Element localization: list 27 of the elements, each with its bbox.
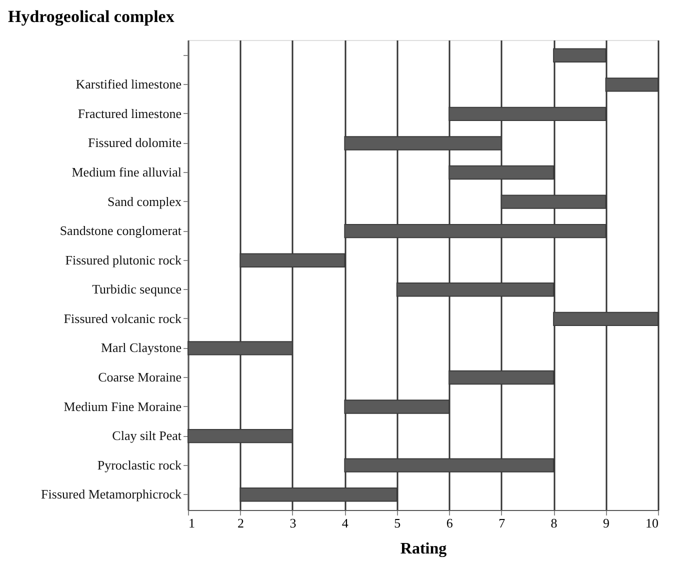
y-tick-label: Marl Claystone [100,340,182,356]
x-tick-label: 10 [646,516,658,530]
x-tick-label: 1 [188,516,195,530]
y-tick-label: Sand complex [107,194,182,209]
y-tick-label: Fissured Metamorphicrock [41,486,182,502]
y-tick-label: Clay silt Peat [112,428,182,444]
x-tick-label: 5 [394,516,401,530]
x-axis-title: Rating [400,540,447,558]
y-tick-label: Turbidic sequnce [92,282,182,297]
y-tick-label: Fissured dolomite [88,135,182,150]
y-tick-label: Fractured limestone [78,106,182,121]
y-tick-label: Coarse Moraine [98,369,182,384]
x-tick-label: 8 [550,516,558,530]
chart-title: Hydrogeolical complex [8,7,175,26]
x-tick-label: 2 [237,516,244,530]
y-tick-label: Sandstone conglomerat [60,223,182,238]
x-tick-label: 3 [290,516,296,530]
x-tick-label: 6 [446,516,454,530]
y-tick-label: Medium fine alluvial [72,164,182,180]
y-tick-label: Fissured volcanic rock [64,310,182,326]
y-tick-label: Medium Fine Moraine [64,398,182,414]
y-tick-label: Fissured plutonic rock [65,252,182,268]
x-tick-label: 9 [603,516,610,530]
y-tick-label: Karstified limestone [76,76,182,92]
x-tick-label: 4 [342,516,349,530]
y-tick-label: Pyroclastic rock [97,457,182,472]
x-tick-label: 7 [498,516,506,530]
